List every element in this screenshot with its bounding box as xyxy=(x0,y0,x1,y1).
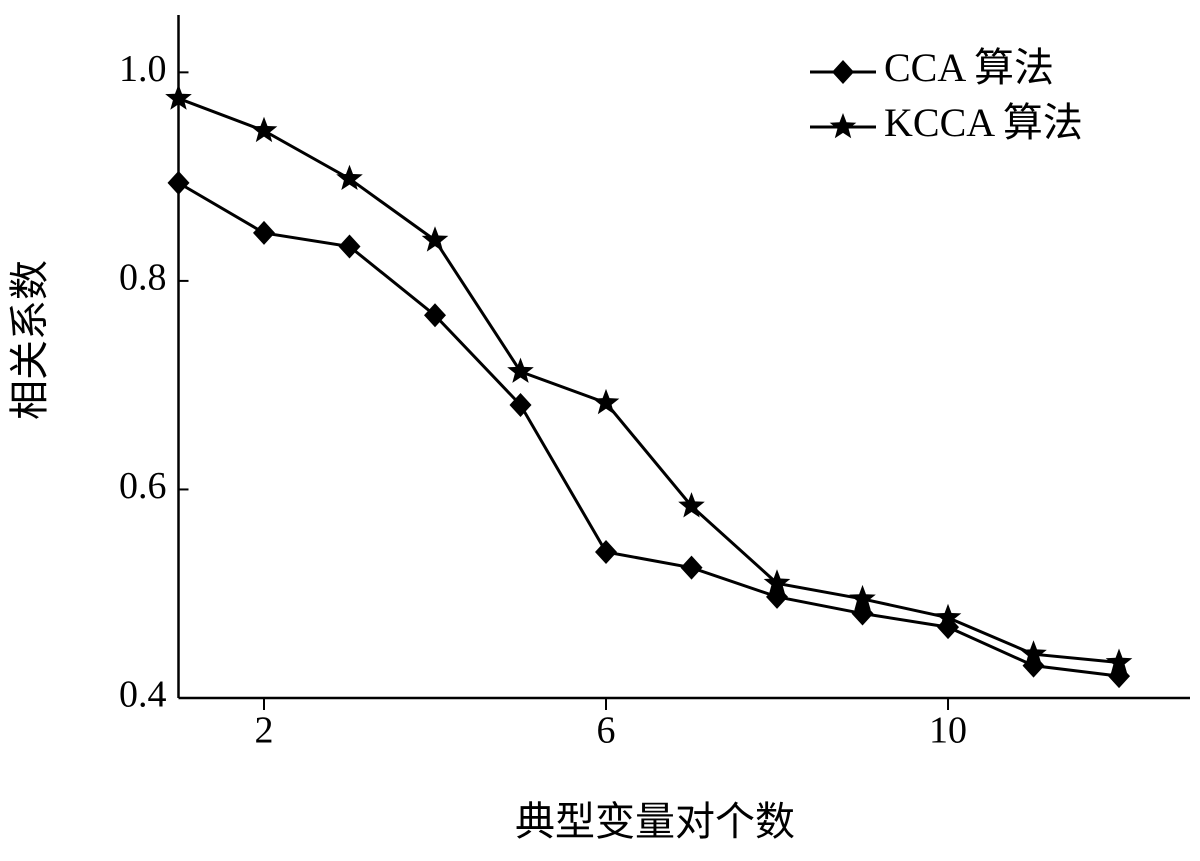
data-point xyxy=(509,392,532,417)
legend-marker xyxy=(829,113,857,139)
data-point xyxy=(165,84,192,110)
x-tick-label: 6 xyxy=(597,710,616,752)
x-tick-label: 2 xyxy=(255,710,274,752)
y-axis-label: 相关系数 xyxy=(7,260,52,420)
data-point xyxy=(595,540,618,565)
data-point xyxy=(680,555,703,580)
legend-marker xyxy=(832,60,854,84)
data-point xyxy=(592,388,620,415)
data-point xyxy=(421,226,449,252)
x-axis-label: 典型变量对个数 xyxy=(515,799,795,844)
data-point xyxy=(934,603,962,629)
data-point xyxy=(167,170,190,195)
y-tick-label: 1.0 xyxy=(119,48,167,90)
y-tick-label: 0.4 xyxy=(119,674,167,716)
legend-label: CCA 算法 xyxy=(884,45,1054,90)
data-point xyxy=(849,584,876,611)
data-point xyxy=(1020,640,1047,666)
data-point xyxy=(250,116,278,143)
data-point xyxy=(1105,648,1133,674)
data-point xyxy=(424,303,447,328)
x-tick-label: 10 xyxy=(929,710,967,752)
data-point xyxy=(507,357,534,383)
data-point xyxy=(763,569,791,595)
data-point xyxy=(678,492,705,518)
data-point xyxy=(253,220,276,245)
series-line xyxy=(177,97,1120,665)
data-point xyxy=(338,234,361,259)
data-point xyxy=(851,601,874,626)
y-tick-label: 0.8 xyxy=(119,257,167,299)
legend-label: KCCA 算法 xyxy=(884,100,1083,145)
data-point xyxy=(336,164,363,190)
y-tick-label: 0.6 xyxy=(119,465,167,507)
series-line xyxy=(177,181,1120,678)
